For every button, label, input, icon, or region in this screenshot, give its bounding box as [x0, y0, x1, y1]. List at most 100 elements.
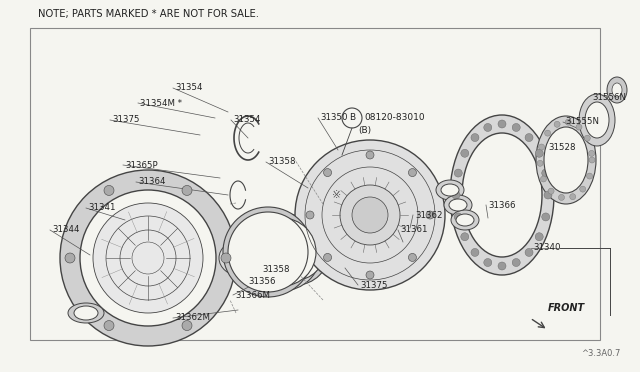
Text: 08120-83010: 08120-83010 — [364, 113, 424, 122]
Text: 31365P: 31365P — [125, 160, 157, 170]
Text: 31340: 31340 — [533, 244, 561, 253]
Ellipse shape — [589, 157, 595, 163]
Text: 31364: 31364 — [138, 177, 166, 186]
Ellipse shape — [242, 240, 286, 276]
Ellipse shape — [223, 207, 313, 297]
Text: 31362M: 31362M — [175, 314, 210, 323]
Ellipse shape — [579, 94, 615, 146]
Text: 31356: 31356 — [248, 278, 275, 286]
Ellipse shape — [248, 218, 316, 286]
Ellipse shape — [541, 169, 550, 177]
Ellipse shape — [580, 186, 586, 192]
Text: 31362: 31362 — [415, 211, 442, 219]
Ellipse shape — [471, 248, 479, 256]
Ellipse shape — [441, 184, 459, 196]
Ellipse shape — [408, 169, 417, 177]
Ellipse shape — [450, 115, 554, 275]
Ellipse shape — [68, 303, 104, 323]
Ellipse shape — [426, 211, 434, 219]
Ellipse shape — [182, 186, 192, 195]
Ellipse shape — [324, 169, 332, 177]
Ellipse shape — [589, 150, 595, 156]
Ellipse shape — [324, 253, 332, 262]
Text: 31358: 31358 — [268, 157, 296, 167]
Text: ※: ※ — [332, 190, 342, 200]
Text: (B): (B) — [358, 125, 371, 135]
Ellipse shape — [74, 306, 98, 320]
Ellipse shape — [565, 119, 572, 125]
Text: 31361: 31361 — [400, 225, 428, 234]
Ellipse shape — [182, 321, 192, 331]
Ellipse shape — [451, 210, 479, 230]
Ellipse shape — [263, 219, 329, 285]
Text: 31528: 31528 — [548, 144, 575, 153]
Ellipse shape — [554, 121, 560, 127]
Ellipse shape — [544, 127, 588, 193]
Ellipse shape — [548, 188, 554, 194]
Ellipse shape — [545, 130, 550, 136]
Ellipse shape — [365, 210, 375, 220]
Ellipse shape — [570, 194, 576, 200]
Ellipse shape — [584, 135, 590, 141]
Ellipse shape — [535, 233, 543, 241]
Ellipse shape — [612, 83, 622, 97]
Ellipse shape — [498, 262, 506, 270]
Ellipse shape — [535, 149, 543, 157]
Text: 31366: 31366 — [488, 201, 515, 209]
Ellipse shape — [219, 240, 263, 276]
Ellipse shape — [585, 102, 609, 138]
Ellipse shape — [537, 160, 543, 166]
Text: 31358: 31358 — [262, 266, 289, 275]
Ellipse shape — [512, 259, 520, 266]
Ellipse shape — [454, 213, 462, 221]
Ellipse shape — [306, 211, 314, 219]
Ellipse shape — [340, 185, 400, 245]
Ellipse shape — [295, 140, 445, 290]
Ellipse shape — [607, 77, 627, 103]
Ellipse shape — [456, 214, 474, 226]
Ellipse shape — [444, 195, 472, 215]
Text: 31341: 31341 — [88, 203, 115, 212]
Ellipse shape — [587, 173, 593, 179]
Text: 31344: 31344 — [52, 225, 79, 234]
Ellipse shape — [484, 259, 492, 266]
Ellipse shape — [65, 253, 75, 263]
Ellipse shape — [229, 240, 273, 276]
Text: NOTE; PARTS MARKED * ARE NOT FOR SALE.: NOTE; PARTS MARKED * ARE NOT FOR SALE. — [38, 9, 259, 19]
Ellipse shape — [525, 134, 533, 142]
Ellipse shape — [541, 176, 547, 182]
Ellipse shape — [461, 149, 468, 157]
Text: 31375: 31375 — [112, 115, 140, 125]
Text: B: B — [349, 113, 355, 122]
Ellipse shape — [576, 124, 582, 130]
Text: 31375: 31375 — [360, 280, 387, 289]
Ellipse shape — [93, 203, 203, 313]
Text: 31354M *: 31354M * — [140, 99, 182, 108]
Ellipse shape — [525, 248, 533, 256]
Ellipse shape — [352, 197, 388, 233]
Text: 31354: 31354 — [175, 83, 202, 93]
Ellipse shape — [559, 195, 564, 201]
Ellipse shape — [449, 199, 467, 211]
Ellipse shape — [498, 120, 506, 128]
Ellipse shape — [544, 191, 552, 199]
Ellipse shape — [541, 213, 550, 221]
Ellipse shape — [536, 116, 596, 204]
Text: 31354: 31354 — [233, 115, 260, 125]
Ellipse shape — [221, 253, 231, 263]
Ellipse shape — [484, 124, 492, 131]
Ellipse shape — [104, 321, 114, 331]
Text: 31556N: 31556N — [592, 93, 626, 103]
Ellipse shape — [462, 133, 542, 257]
Ellipse shape — [436, 180, 464, 200]
Ellipse shape — [60, 170, 236, 346]
Ellipse shape — [366, 151, 374, 159]
Ellipse shape — [243, 213, 321, 291]
Ellipse shape — [268, 224, 324, 280]
Text: 31366M: 31366M — [235, 291, 270, 299]
Ellipse shape — [366, 271, 374, 279]
Ellipse shape — [512, 124, 520, 131]
Ellipse shape — [80, 190, 216, 326]
Ellipse shape — [408, 253, 417, 262]
Text: FRONT: FRONT — [548, 303, 585, 313]
